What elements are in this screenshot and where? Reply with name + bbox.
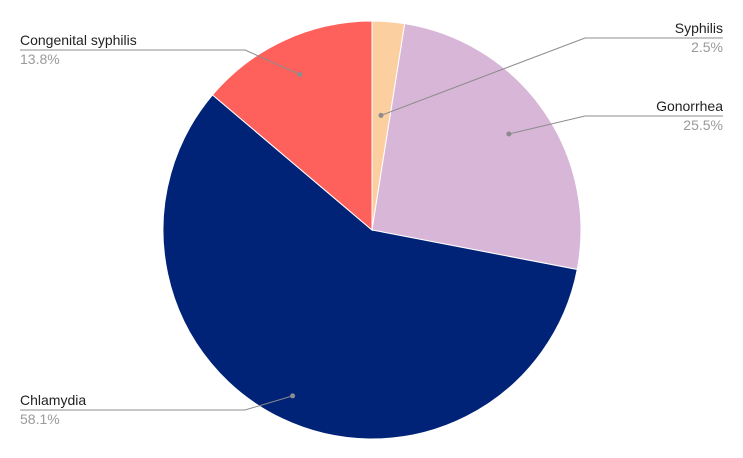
leader-dot-syphilis: [378, 112, 384, 118]
pie-slices: [162, 20, 582, 440]
slice-label-chlamydia: Chlamydia: [20, 392, 86, 408]
slice-label-congenital-syphilis: Congenital syphilis: [20, 32, 137, 48]
leader-line-congenital-syphilis: [20, 49, 301, 75]
slice-percent-syphilis: 2.5%: [691, 39, 723, 55]
slice-percent-congenital-syphilis: 13.8%: [20, 51, 60, 67]
slice-label-syphilis: Syphilis: [675, 20, 723, 36]
leader-line-syphilis: [380, 37, 723, 116]
pie-slice-chlamydia[interactable]: [162, 94, 578, 440]
leader-dot-gonorrhea: [506, 131, 512, 137]
pie-labels: Syphilis 2.5% Gonorrhea 25.5% Chlamydia 58.1%…: [20, 20, 723, 427]
leader-line-chlamydia: [20, 395, 293, 411]
leader-dot-chlamydia: [290, 393, 296, 399]
pie-slice-gonorrhea[interactable]: [371, 23, 582, 271]
slice-percent-gonorrhea: 25.5%: [683, 117, 723, 133]
leader-dot-congenital-syphilis: [297, 72, 303, 77]
leader-line-gonorrhea: [508, 115, 723, 135]
pie-slice-congenital-syphilis[interactable]: [211, 20, 373, 232]
slice-percent-chlamydia: 58.1%: [20, 411, 60, 427]
slice-label-gonorrhea: Gonorrhea: [656, 98, 723, 114]
